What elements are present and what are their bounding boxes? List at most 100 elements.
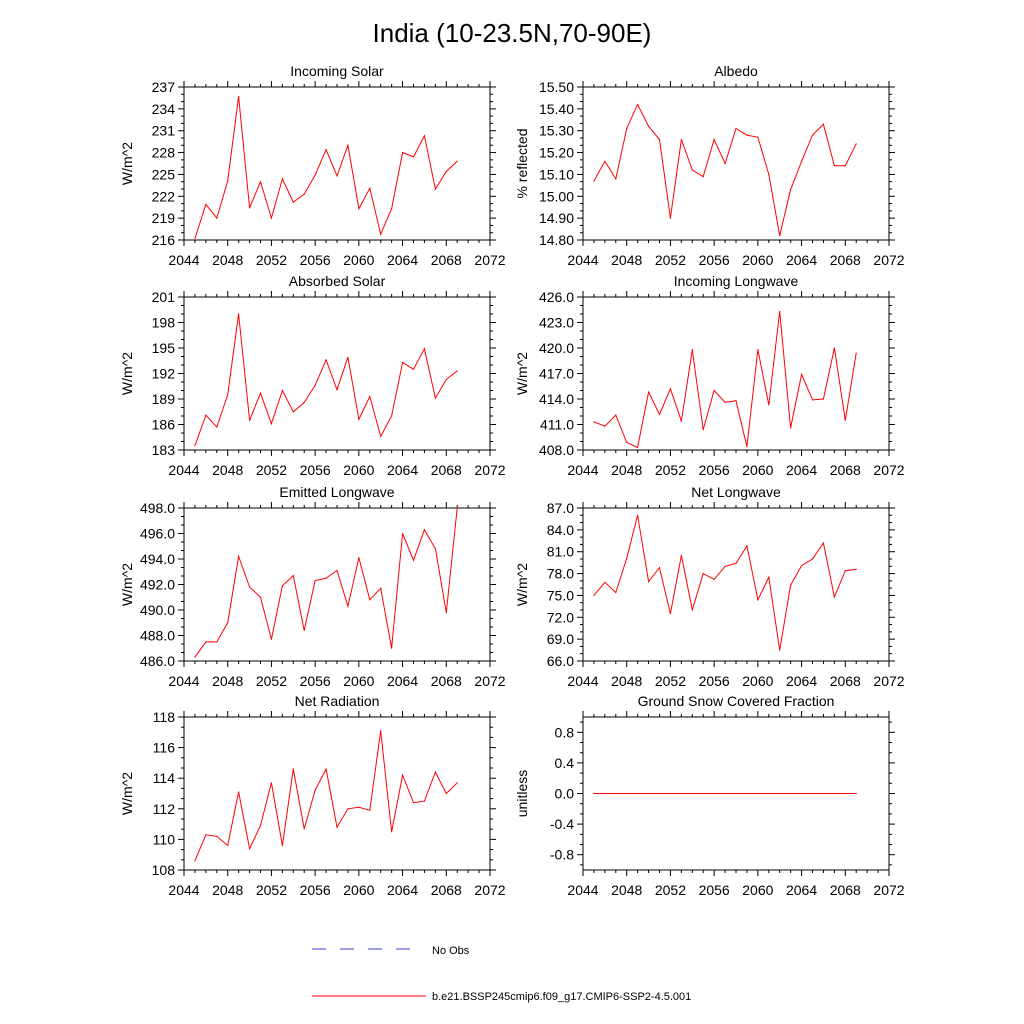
data-point <box>336 175 338 177</box>
data-point <box>456 370 458 372</box>
data-point <box>194 656 196 658</box>
y-tick-label: 118 <box>153 709 176 725</box>
data-point <box>844 165 846 167</box>
panel-ground-snow-covered-fraction: Ground Snow Covered Fraction 2044 2048 2052… <box>514 693 905 898</box>
x-tick-label: 2052 <box>655 882 686 898</box>
data-point <box>259 392 262 394</box>
data-point <box>626 127 628 130</box>
data-point <box>259 181 262 183</box>
data-point <box>401 151 404 154</box>
data-point <box>325 359 327 361</box>
legend: No Obs b.e21.BSSP245cmip6.f09_g17.CMIP6-… <box>312 945 691 1003</box>
data-point <box>768 576 770 578</box>
y-tick-label: 87.0 <box>547 500 574 516</box>
data-point <box>270 638 273 640</box>
x-tick-label: 2072 <box>474 673 505 689</box>
x-tick-label: 2044 <box>168 462 199 478</box>
data-point <box>658 567 661 569</box>
data-point <box>855 352 857 354</box>
x-tick-label: 2064 <box>786 462 817 478</box>
x-tick-label: 2056 <box>300 252 331 268</box>
data-point <box>735 562 737 564</box>
data-point <box>604 792 606 795</box>
data-point <box>680 138 682 141</box>
data-point <box>746 545 748 547</box>
y-tick-label: -0.4 <box>550 816 574 832</box>
y-tick-label: 498.0 <box>140 500 175 516</box>
y-tick-label: 492.0 <box>140 577 175 593</box>
data-point <box>833 347 835 349</box>
y-tick-label: 75.0 <box>547 587 574 603</box>
data-point <box>391 831 393 833</box>
data-point <box>855 143 857 145</box>
data-point <box>292 411 294 413</box>
data-point <box>412 368 415 370</box>
y-tick-label: 0.8 <box>555 724 575 740</box>
panel-net-radiation: Net Radiation 2044 2048 2052 2056 2060 2064 206… <box>119 693 506 898</box>
data-point <box>669 388 672 390</box>
data-point <box>314 580 316 582</box>
data-point <box>216 426 218 428</box>
data-point <box>669 792 672 795</box>
data-point <box>593 421 595 423</box>
data-point <box>238 95 240 98</box>
x-tick-label: 2052 <box>256 882 287 898</box>
y-tick-label: 81.0 <box>547 544 574 560</box>
x-tick-label: 2044 <box>168 252 199 268</box>
y-tick-label: 423.0 <box>539 315 574 331</box>
data-point <box>412 802 415 804</box>
data-point <box>358 208 360 210</box>
x-tick-label: 2072 <box>873 882 904 898</box>
x-tick-label: 2044 <box>567 462 598 478</box>
x-tick-label: 2048 <box>212 673 243 689</box>
panel-title: Incoming Longwave <box>674 273 799 289</box>
data-point <box>637 792 639 795</box>
data-point <box>380 730 382 732</box>
x-tick-label: 2048 <box>212 882 243 898</box>
data-point <box>757 136 759 138</box>
data-point <box>593 594 595 597</box>
y-tick-label: 195 <box>152 340 176 356</box>
x-tick-label: 2068 <box>830 462 861 478</box>
y-tick-label: 84.0 <box>547 522 574 538</box>
data-point <box>336 389 338 391</box>
panel-title: Net Radiation <box>295 693 380 709</box>
figure-title: India (10-23.5N,70-90E) <box>373 18 652 48</box>
y-tick-label: 486.0 <box>140 653 175 669</box>
data-point <box>790 584 792 586</box>
data-point <box>380 587 382 589</box>
data-point <box>811 558 814 560</box>
data-point <box>380 233 382 235</box>
y-tick-label: 228 <box>152 145 176 161</box>
data-point <box>325 149 327 151</box>
x-tick-label: 2044 <box>168 882 199 898</box>
data-point <box>270 423 273 425</box>
y-axis-label: unitless <box>514 770 530 817</box>
data-point <box>658 138 661 141</box>
data-point <box>680 420 682 422</box>
data-point <box>746 792 748 795</box>
y-tick-label: 69.0 <box>547 631 574 647</box>
data-point <box>833 165 835 167</box>
data-point <box>423 348 426 350</box>
data-point <box>713 578 715 581</box>
y-tick-label: 15.50 <box>539 79 574 95</box>
data-point <box>746 446 748 448</box>
data-point <box>423 529 426 531</box>
plot-frame <box>183 296 491 451</box>
data-point <box>401 361 404 364</box>
y-tick-label: 189 <box>152 391 176 407</box>
y-tick-label: 490.0 <box>140 602 175 618</box>
series-line <box>593 515 857 651</box>
y-tick-label: 225 <box>152 166 176 182</box>
plot-frame <box>582 86 890 241</box>
x-tick-label: 2064 <box>786 882 817 898</box>
y-tick-label: 116 <box>153 740 176 756</box>
data-point <box>412 559 415 561</box>
data-point <box>205 414 207 416</box>
data-point <box>735 127 737 130</box>
x-tick-label: 2048 <box>611 882 642 898</box>
data-point <box>647 792 650 795</box>
data-point <box>391 647 393 649</box>
data-point <box>401 532 404 535</box>
